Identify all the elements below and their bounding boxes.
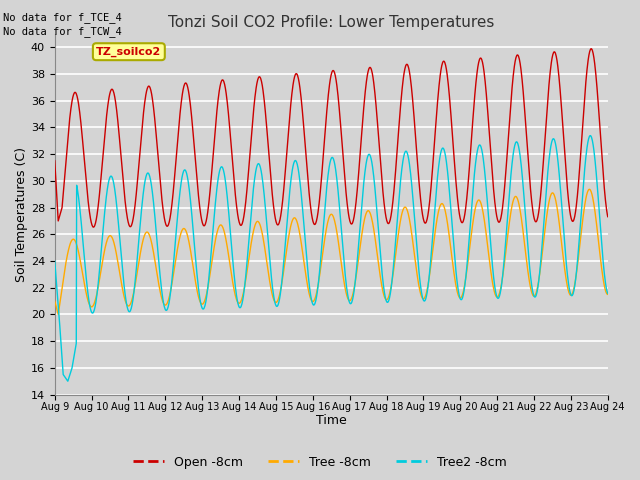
Legend: Open -8cm, Tree -8cm, Tree2 -8cm: Open -8cm, Tree -8cm, Tree2 -8cm (128, 451, 512, 474)
Y-axis label: Soil Temperatures (C): Soil Temperatures (C) (15, 147, 28, 282)
X-axis label: Time: Time (316, 414, 347, 427)
Text: TZ_soilco2: TZ_soilco2 (96, 47, 161, 57)
Title: Tonzi Soil CO2 Profile: Lower Temperatures: Tonzi Soil CO2 Profile: Lower Temperatur… (168, 15, 495, 30)
Text: No data for f_TCW_4: No data for f_TCW_4 (3, 26, 122, 37)
Text: No data for f_TCE_4: No data for f_TCE_4 (3, 12, 122, 23)
